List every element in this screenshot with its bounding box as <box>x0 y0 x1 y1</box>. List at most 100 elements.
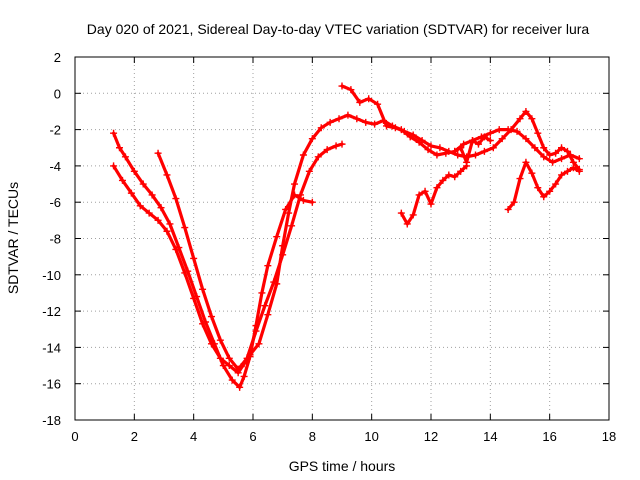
data-point <box>353 115 361 123</box>
y-tick-label: -4 <box>49 159 61 174</box>
y-tick-label: -2 <box>49 123 61 138</box>
data-point <box>258 289 266 297</box>
data-point <box>243 354 251 362</box>
data-point <box>528 115 536 123</box>
data-point <box>460 140 468 148</box>
data-point <box>371 120 379 128</box>
data-point <box>486 129 494 137</box>
y-tick-label: 0 <box>54 86 61 101</box>
data-point <box>563 147 571 155</box>
data-point <box>418 136 426 144</box>
data-point <box>338 140 346 148</box>
data-point <box>110 129 118 137</box>
data-point <box>314 153 322 161</box>
data-point <box>181 224 189 232</box>
data-point <box>116 144 123 152</box>
y-tick-label: -16 <box>42 377 61 392</box>
data-point <box>480 133 488 141</box>
data-point <box>531 144 539 152</box>
data-point <box>199 320 207 328</box>
data-point <box>522 158 530 166</box>
data-point <box>308 135 316 143</box>
series-track-5 <box>397 162 471 228</box>
data-point <box>154 216 162 224</box>
data-point <box>338 82 346 90</box>
data-point <box>540 193 548 201</box>
data-point <box>225 354 233 362</box>
data-point <box>136 202 144 210</box>
data-point <box>457 144 465 152</box>
y-tick-label: -10 <box>42 268 61 283</box>
x-axis-label: GPS time / hours <box>289 458 396 474</box>
data-point <box>498 135 506 143</box>
y-tick-label: -12 <box>42 304 61 319</box>
data-point <box>516 115 524 123</box>
x-tick-label: 6 <box>249 429 256 444</box>
y-tick-label: 2 <box>54 50 61 65</box>
y-tick-label: -6 <box>49 195 61 210</box>
data-point <box>522 135 530 143</box>
data-point <box>225 362 233 370</box>
data-point <box>469 136 477 144</box>
data-point <box>463 158 471 166</box>
data-point <box>552 149 560 157</box>
data-point <box>163 227 171 235</box>
data-point <box>362 118 370 126</box>
data-point <box>552 180 560 188</box>
data-point <box>190 294 198 302</box>
data-point <box>199 285 207 293</box>
data-point <box>148 191 156 199</box>
data-point <box>190 254 198 262</box>
y-tick-label: -14 <box>42 340 61 355</box>
data-point <box>130 167 138 175</box>
data-point <box>575 155 583 163</box>
data-point <box>335 115 343 123</box>
data-point <box>451 173 459 181</box>
x-tick-label: 18 <box>602 429 616 444</box>
data-point <box>546 151 554 159</box>
data-point <box>273 233 281 241</box>
data-point <box>558 155 566 163</box>
data-point <box>507 126 515 134</box>
data-point <box>299 151 307 159</box>
data-point <box>234 365 242 373</box>
x-tick-label: 8 <box>309 429 316 444</box>
y-axis-label: SDTVAR / TECUs <box>5 182 21 294</box>
data-point <box>474 140 482 148</box>
data-point <box>546 187 554 195</box>
data-point <box>486 136 494 144</box>
data-point <box>110 162 118 170</box>
data-point <box>240 372 248 380</box>
data-point <box>522 107 530 115</box>
data-point <box>163 171 171 179</box>
data-point <box>288 222 296 230</box>
data-point <box>261 302 269 310</box>
data-point <box>424 146 432 154</box>
data-point <box>445 171 453 179</box>
data-point <box>207 313 215 321</box>
data-point <box>252 327 260 335</box>
x-tick-label: 12 <box>424 429 438 444</box>
data-point <box>510 198 518 206</box>
data-point <box>154 149 162 157</box>
series-track-3 <box>154 140 346 373</box>
data-point <box>279 251 287 259</box>
data-point <box>383 122 390 130</box>
data-point <box>433 184 441 192</box>
data-point <box>365 95 373 103</box>
data-point <box>480 147 488 155</box>
data-point <box>127 189 135 197</box>
data-point <box>296 191 304 199</box>
data-point <box>415 191 423 199</box>
data-point <box>504 205 512 213</box>
series-line <box>399 164 469 226</box>
data-point <box>421 187 429 195</box>
data-point <box>403 220 411 228</box>
data-point <box>374 100 382 108</box>
grid <box>75 57 609 420</box>
y-tick-label: -8 <box>49 232 61 247</box>
data-point <box>332 142 340 150</box>
data-point <box>563 167 571 175</box>
data-point <box>513 127 521 135</box>
